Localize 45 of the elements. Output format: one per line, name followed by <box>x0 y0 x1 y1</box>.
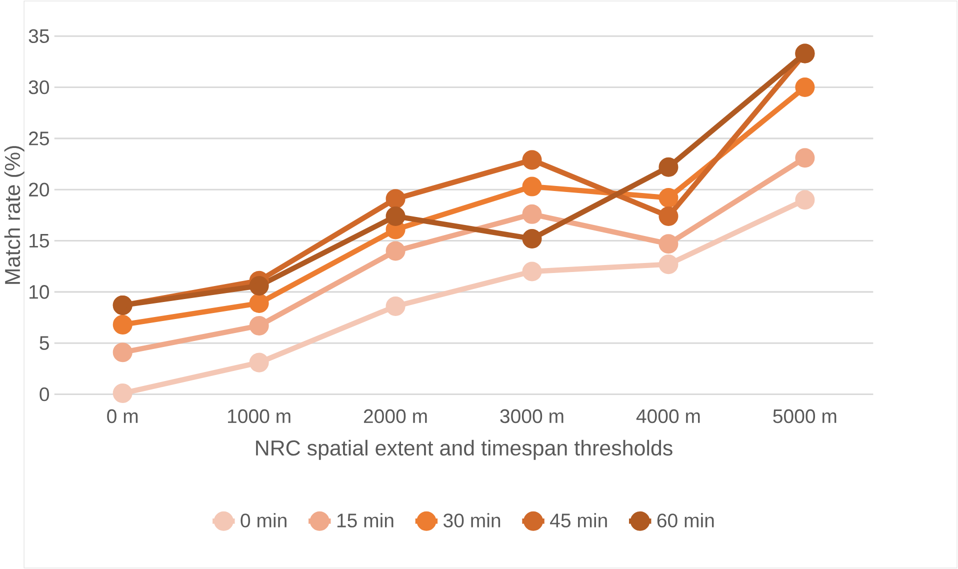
y-tick-label: 0 <box>40 387 50 402</box>
point <box>795 190 815 210</box>
y-tick-label: 25 <box>29 132 49 146</box>
point <box>386 241 406 261</box>
point <box>386 206 406 226</box>
point <box>249 316 269 336</box>
y-axis-title: Match rate (%) <box>4 146 24 284</box>
point <box>112 384 132 404</box>
point <box>522 176 542 196</box>
point <box>522 150 542 170</box>
point <box>112 342 132 362</box>
point <box>522 204 542 224</box>
legend-label: 0 min <box>240 513 286 528</box>
point <box>795 148 815 168</box>
point <box>112 314 132 334</box>
x-tick-label: 5000 m <box>773 409 836 424</box>
point <box>249 352 269 372</box>
y-tick-label: 10 <box>30 285 50 299</box>
point <box>658 157 678 177</box>
y-tick-label: 30 <box>28 80 50 94</box>
point <box>386 189 406 209</box>
point <box>658 188 678 208</box>
point <box>249 276 269 296</box>
x-tick-label: 3000 m <box>500 409 564 424</box>
x-axis-title: NRC spatial extent and timespan thresholds <box>256 440 672 460</box>
x-tick-label: 0 m <box>107 409 138 424</box>
point <box>522 228 542 249</box>
x-tick-label: 4000 m <box>636 409 700 424</box>
x-tick-label: 1000 m <box>228 409 290 424</box>
point <box>658 254 678 274</box>
legend-label: 60 min <box>657 513 714 528</box>
point <box>522 262 542 282</box>
point <box>658 234 678 254</box>
legend-label: 30 min <box>444 513 500 528</box>
y-tick-label: 15 <box>30 234 49 248</box>
legend-label: 15 min <box>337 513 394 528</box>
legend-label: 45 min <box>550 513 607 528</box>
y-tick-label: 5 <box>40 336 49 350</box>
x-tick-label: 2000 m <box>364 409 427 424</box>
point <box>795 78 815 98</box>
point <box>249 293 269 313</box>
point <box>386 296 406 316</box>
y-tick-label: 35 <box>28 29 49 44</box>
point <box>658 206 678 226</box>
y-tick-label: 20 <box>29 182 50 197</box>
